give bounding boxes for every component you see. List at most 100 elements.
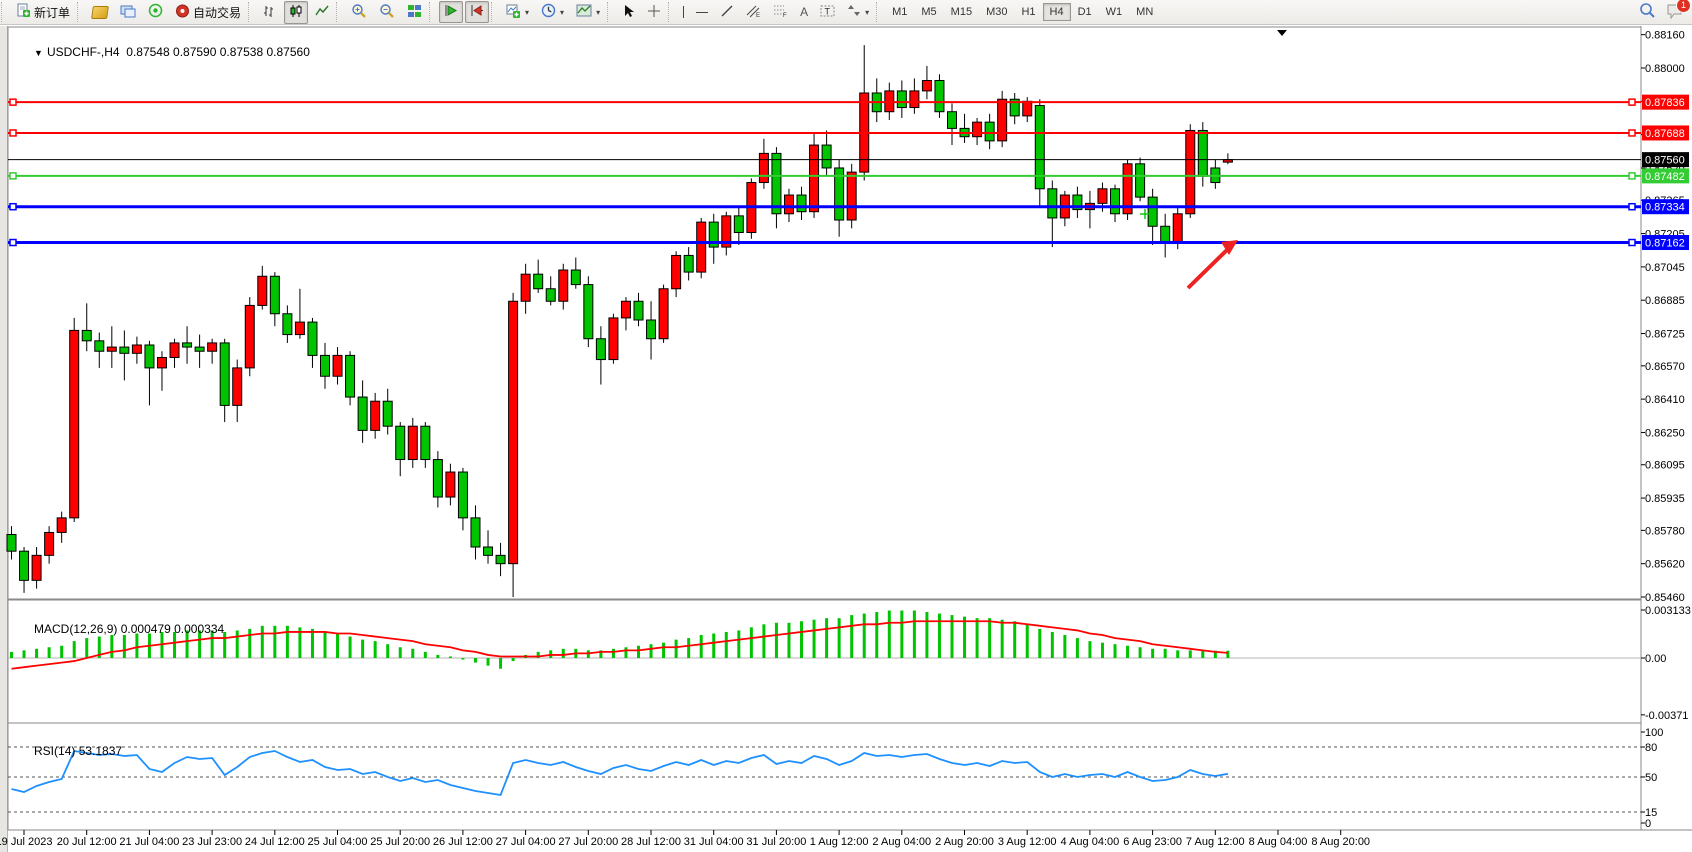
candle-body — [1072, 194, 1083, 211]
toolbar-right: 1 — [1639, 0, 1692, 22]
candle-body — [357, 396, 368, 431]
new-order-icon — [16, 3, 31, 21]
rsi-label-row: RSI(14) 53.1837 — [14, 730, 122, 772]
cursor-button[interactable] — [617, 1, 640, 24]
toolbar-separator — [491, 2, 499, 22]
line-handle[interactable] — [9, 98, 17, 106]
red-arrow-head — [1221, 240, 1238, 255]
svg-text:E: E — [756, 13, 760, 18]
line-handle[interactable] — [9, 172, 17, 180]
arrows-icon — [847, 4, 861, 20]
timeframe-m30-button[interactable]: M30 — [986, 6, 1008, 18]
tile-windows-button[interactable] — [402, 1, 427, 24]
trade-group: 新订单 自动交易 — [10, 0, 247, 24]
timeframe-h4-button[interactable]: H4 — [1042, 3, 1071, 21]
channel-button[interactable]: E — [741, 1, 766, 24]
toolbar-separator — [429, 2, 437, 22]
candle-body — [483, 546, 494, 556]
price-tick-label: 0.88160 — [1645, 30, 1685, 42]
candle-body — [332, 354, 343, 377]
candle-body — [921, 79, 932, 92]
bar-chart-button[interactable] — [258, 1, 282, 24]
candle-body — [972, 121, 983, 138]
time-tick-label: 4 Aug 04:00 — [1061, 836, 1120, 848]
new-chart-button[interactable]: ▾ — [501, 1, 534, 24]
price-tick-label: 0.86725 — [1645, 329, 1685, 341]
horizontal-line-button[interactable] — [691, 9, 713, 16]
zoom-in-button[interactable] — [346, 0, 372, 25]
panel-frame-0 — [7, 26, 1642, 600]
chart-menu-icon[interactable]: ▼ — [34, 48, 43, 58]
autotrade-label: 自动交易 — [193, 5, 242, 20]
timeframe-m5-button[interactable]: M5 — [921, 6, 937, 18]
text-button[interactable]: A — [795, 3, 813, 21]
line-handle[interactable] — [1628, 129, 1636, 137]
line-handle[interactable] — [1628, 202, 1636, 211]
terminal-icon — [120, 4, 136, 21]
chart-type-group — [257, 0, 335, 24]
timeframe-group: M1 M5 M15 M30 H1 H4 D1 W1 MN — [885, 0, 1160, 24]
trendline-button[interactable] — [715, 1, 739, 24]
price-tick-label: 0.86095 — [1645, 460, 1685, 472]
fibonacci-button[interactable]: F — [768, 1, 793, 24]
candle-body — [1110, 188, 1121, 215]
line-chart-button[interactable] — [310, 1, 334, 24]
template-icon — [576, 4, 592, 20]
notifications-button[interactable]: 1 — [1666, 0, 1691, 22]
zoom-out-button[interactable] — [374, 0, 400, 25]
candle-body — [269, 275, 280, 315]
line-handle[interactable] — [1628, 172, 1636, 180]
price-tick-label: 0.86250 — [1645, 427, 1685, 439]
terminal-button[interactable] — [115, 1, 141, 24]
rsi-tick-label: 80 — [1645, 742, 1657, 754]
signals-button[interactable] — [143, 0, 168, 24]
market-depth-button[interactable] — [87, 3, 113, 22]
line-handle[interactable] — [9, 238, 17, 247]
timeframe-w1-button[interactable]: W1 — [1105, 6, 1123, 18]
time-tick-label: 27 Jul 04:00 — [496, 836, 556, 848]
candle-body — [1185, 129, 1196, 215]
timeframe-d1-button[interactable]: D1 — [1077, 6, 1092, 18]
line-handle[interactable] — [1628, 98, 1636, 106]
time-tick-label: 21 Jul 04:00 — [119, 836, 179, 848]
candle-body — [119, 346, 130, 354]
timeframe-h1-button[interactable]: H1 — [1021, 6, 1036, 18]
template-button[interactable]: ▾ — [571, 1, 605, 23]
timeframe-m1-button[interactable]: M1 — [892, 6, 908, 18]
line-handle[interactable] — [9, 202, 17, 211]
candle-body — [1022, 100, 1033, 117]
price-line-label: 0.87688 — [1645, 128, 1685, 140]
time-tick-label: 25 Jul 04:00 — [308, 836, 368, 848]
candle-body — [432, 459, 443, 498]
candle-body — [56, 517, 67, 533]
search-icon[interactable] — [1639, 2, 1656, 22]
crosshair-button[interactable] — [642, 1, 666, 24]
candle-body — [708, 221, 719, 248]
new-order-button[interactable]: 新订单 — [11, 0, 75, 24]
timeframe-mn-button[interactable]: MN — [1136, 6, 1154, 18]
price-tick-label: 0.85620 — [1645, 559, 1685, 571]
line-handle[interactable] — [9, 129, 17, 137]
candlestick-chart-button[interactable] — [284, 0, 309, 24]
arrows-button[interactable]: ▾ — [842, 1, 874, 23]
toolbar-separator — [607, 2, 615, 22]
chart-shift-marker[interactable] — [1277, 30, 1287, 36]
chart-shift-button[interactable] — [465, 1, 490, 23]
line-handle[interactable] — [1628, 238, 1636, 247]
auto-scroll-button[interactable] — [439, 1, 464, 23]
chart-canvas[interactable]: 0.881600.880000.878400.876800.875200.873… — [0, 26, 1692, 852]
autotrade-button[interactable]: 自动交易 — [170, 0, 246, 24]
candle-body — [232, 367, 243, 406]
candle-body — [997, 98, 1008, 142]
text-label-button[interactable]: T — [815, 1, 840, 24]
candle-body — [545, 288, 556, 302]
rsi-tick-label: 100 — [1645, 727, 1663, 739]
red-arrow-annotation[interactable] — [1186, 245, 1232, 290]
candle-body — [445, 471, 456, 498]
period-button[interactable]: ▾ — [536, 0, 569, 24]
time-tick-label: 3 Aug 12:00 — [998, 836, 1057, 848]
candle-body — [294, 321, 305, 336]
timeframe-m15-button[interactable]: M15 — [950, 6, 973, 18]
candle-body — [1135, 163, 1146, 198]
vertical-line-button[interactable] — [678, 3, 689, 21]
